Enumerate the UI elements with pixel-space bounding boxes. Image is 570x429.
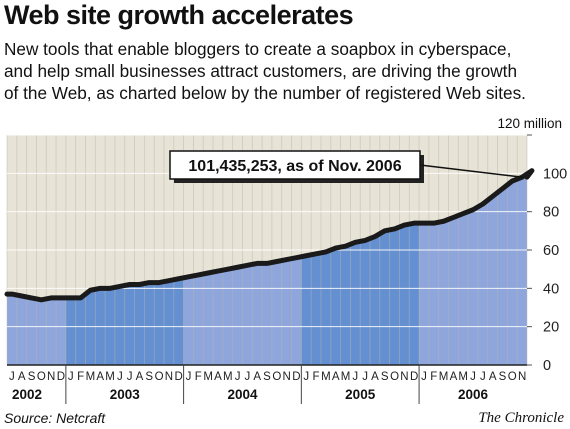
month-label: J [352,371,358,383]
month-label: O [272,371,281,383]
month-label: F [430,371,437,383]
annotation-box [169,150,421,180]
month-label: J [127,371,133,383]
month-label: A [253,371,261,383]
y-unit-label: 120 million [497,116,562,131]
y-tick-label: 80 [543,205,559,221]
month-label: F [313,371,320,383]
month-label: A [332,371,340,383]
month-label: D [57,371,65,383]
month-label: S [145,371,153,383]
month-label: M [321,371,331,383]
month-label: N [518,371,526,383]
subtitle-line-3: of the Web, as charted below by the numb… [4,83,526,103]
subtitle-line-1: New tools that enable bloggers to create… [4,39,512,59]
year-label-2004: 2004 [227,387,258,402]
month-label: J [186,371,192,383]
month-label: J [362,371,368,383]
annotation-group: 101,435,253, as of Nov. 2006 [169,150,523,183]
month-label: D [175,371,183,383]
year-label-2002: 2002 [12,387,42,402]
month-label: A [214,371,222,383]
month-label: J [235,371,241,383]
month-label: N [165,371,173,383]
month-label: A [136,371,144,383]
month-label: A [18,371,26,383]
month-label: J [9,371,15,383]
month-label: M [105,371,115,383]
year-label-2006: 2006 [458,387,489,402]
month-label: N [47,371,55,383]
month-label: S [263,371,271,383]
month-label: F [77,371,84,383]
y-tick-labels-group: 0 20 40 60 80 100 [543,166,567,374]
month-label: D [410,371,418,383]
month-label: A [96,371,104,383]
y-tick-label: 100 [543,166,567,182]
month-label: J [421,371,427,383]
headline: Web site growth accelerates [4,0,354,30]
annotation-label: 101,435,253, as of Nov. 2006 [188,158,401,175]
month-label: N [282,371,290,383]
month-label: J [245,371,251,383]
month-label: O [155,371,164,383]
month-label: S [381,371,389,383]
month-label: J [470,371,476,383]
series-line [4,168,535,303]
month-label: S [28,371,36,383]
month-label: M [439,371,449,383]
month-label: M [341,371,351,383]
month-label: N [400,371,408,383]
y-tick-label: 20 [543,320,559,336]
month-label: O [37,371,46,383]
month-label: J [117,371,123,383]
month-label: A [489,371,497,383]
annotation-leader-line [419,164,523,178]
month-label: A [450,371,458,383]
credit-note: The Chronicle [478,410,564,426]
month-label: J [303,371,309,383]
y-tick-label: 40 [543,281,559,297]
year-label-2005: 2005 [345,387,376,402]
year-label-2003: 2003 [110,387,141,402]
month-label: M [458,371,468,383]
subtitle-line-2: and help small businesses attract custom… [4,61,518,81]
month-label: D [292,371,300,383]
month-label: O [390,371,399,383]
y-tick-label: 0 [543,358,551,374]
month-label: S [499,371,507,383]
series-line-group [4,168,535,303]
month-label: M [203,371,213,383]
month-label: M [86,371,96,383]
month-label: J [480,371,486,383]
month-label: F [195,371,202,383]
month-label: A [371,371,379,383]
source-note: Source: Netcraft [4,410,106,426]
subtitle: New tools that enable bloggers to create… [4,38,570,104]
month-label: O [508,371,517,383]
month-label: M [223,371,233,383]
month-label: J [68,371,74,383]
y-tick-label: 60 [543,243,559,259]
